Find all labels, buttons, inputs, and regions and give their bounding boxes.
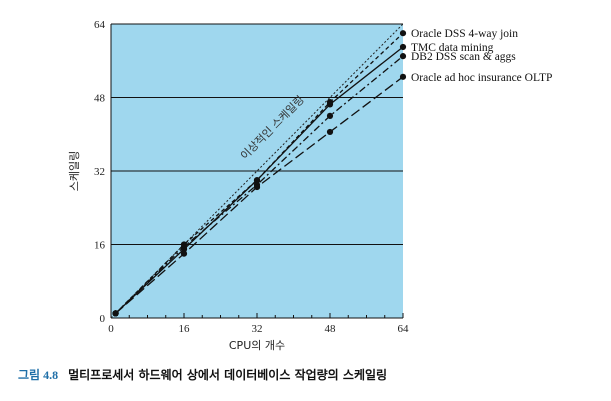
y-tick-label-0: 0 bbox=[100, 313, 106, 325]
x-tick-label-16: 16 bbox=[179, 323, 191, 335]
legend-label-0: Oracle DSS 4-way join bbox=[411, 28, 518, 40]
y-tick-label-64: 64 bbox=[94, 19, 106, 31]
series-point-0-4 bbox=[399, 30, 407, 37]
series-point-3-3 bbox=[326, 128, 334, 136]
tick-labels: 0 16 32 48 64 0 16 32 48 64 bbox=[94, 19, 409, 335]
series-point-2-3 bbox=[326, 112, 334, 119]
legend-label-3: Oracle ad hoc insurance OLTP bbox=[411, 72, 552, 84]
y-axis-title: 스케일링 bbox=[67, 151, 81, 191]
axes bbox=[110, 24, 404, 319]
legend-label-2: DB2 DSS scan & aggs bbox=[411, 51, 516, 63]
series-point-3-0 bbox=[112, 310, 119, 317]
y-tick-label-48: 48 bbox=[94, 93, 106, 105]
series-point-1-2 bbox=[253, 177, 261, 184]
data-series bbox=[110, 23, 407, 319]
series-point-2-4 bbox=[399, 53, 407, 60]
legend: Oracle DSS 4-way join TMC data miningDB2 … bbox=[411, 28, 552, 84]
series-point-3-4 bbox=[399, 73, 407, 80]
grid-lines bbox=[111, 23, 403, 245]
y-tick-label-32: 32 bbox=[94, 166, 105, 178]
x-tick-label-64: 64 bbox=[398, 323, 410, 335]
ideal-scaling-line bbox=[110, 23, 404, 319]
caption-text: 멀티프로세서 하드웨어 상에서 데이터베이스 작업량의 스케일링 bbox=[68, 368, 388, 382]
series-point-2-1 bbox=[180, 243, 188, 250]
x-tick-label-0: 0 bbox=[108, 323, 114, 335]
x-tick-label-48: 48 bbox=[325, 323, 337, 335]
series-point-1-4 bbox=[399, 43, 407, 51]
series-point-1-3 bbox=[326, 101, 334, 108]
legend-label-1: TMC data mining bbox=[411, 42, 494, 54]
series-point-3-1 bbox=[180, 250, 188, 257]
series-point-3-2 bbox=[253, 183, 261, 191]
series-line-0 bbox=[115, 32, 404, 314]
figure-caption: 그림 4.8 멀티프로세서 하드웨어 상에서 데이터베이스 작업량의 스케일링 bbox=[18, 366, 387, 383]
figure-number: 그림 4.8 bbox=[18, 368, 59, 382]
y-tick-label-16: 16 bbox=[94, 240, 106, 252]
scaling-chart: 0 16 32 48 64 0 16 32 48 64 Oracle DSS 4-way join… bbox=[67, 19, 552, 352]
x-axis-title: CPU의 개수 bbox=[229, 339, 285, 352]
x-tick-label-32: 32 bbox=[252, 323, 263, 335]
